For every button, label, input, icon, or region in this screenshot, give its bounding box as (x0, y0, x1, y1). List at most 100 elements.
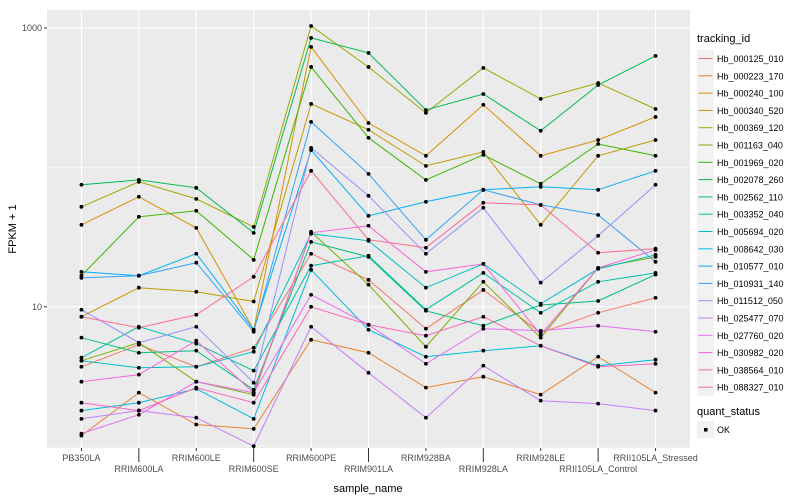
data-point-Hb_002078_260 (136, 177, 141, 182)
data-point-Hb_030982_020 (424, 269, 428, 274)
data-point-Hb_003352_040 (366, 253, 371, 258)
data-point-Hb_000125_010 (366, 277, 371, 282)
legend-label: Hb_003352_040 (717, 210, 784, 220)
data-point-Hb_002078_260 (596, 83, 601, 87)
x-tick-label: RRIM600PE (286, 453, 336, 463)
data-point-Hb_038564_010 (194, 385, 199, 390)
data-point-Hb_088327_010 (79, 314, 84, 319)
data-point-Hb_010577_010 (538, 184, 543, 189)
data-point-Hb_038564_010 (596, 364, 601, 369)
data-point-Hb_000125_010 (424, 326, 428, 331)
data-point-Hb_010931_140 (79, 276, 84, 280)
data-point-Hb_000240_100 (538, 153, 543, 158)
data-point-Hb_000340_520 (596, 153, 601, 158)
data-point-Hb_030982_020 (136, 372, 141, 377)
data-point-Hb_030982_020 (538, 332, 543, 337)
legend-label: Hb_002562_110 (717, 192, 783, 202)
data-point-Hb_000340_520 (309, 102, 313, 106)
data-point-Hb_000240_100 (366, 121, 371, 125)
data-point-Hb_000223_170 (538, 392, 543, 397)
x-axis-title: sample_name (333, 483, 402, 495)
data-point-Hb_001163_040 (481, 279, 486, 284)
data-point-Hb_030982_020 (309, 230, 313, 235)
data-point-Hb_027760_020 (194, 379, 199, 384)
data-point-Hb_008642_030 (653, 357, 658, 362)
data-point-Hb_005694_020 (538, 301, 543, 306)
data-point-Hb_008642_030 (309, 267, 313, 272)
data-point-Hb_002078_260 (251, 230, 256, 235)
data-point-Hb_001969_020 (424, 177, 428, 182)
legend-label: Hb_000125_010 (717, 54, 784, 64)
data-point-Hb_088327_010 (538, 202, 543, 207)
data-point-Hb_038564_010 (481, 314, 486, 319)
data-point-Hb_002078_260 (653, 54, 658, 58)
data-point-Hb_000340_520 (251, 299, 256, 304)
data-point-Hb_005694_020 (79, 358, 84, 363)
legend-label: Hb_010577_010 (717, 262, 784, 272)
data-point-Hb_001969_020 (136, 214, 141, 219)
data-point-Hb_000223_170 (424, 385, 428, 390)
data-point-Hb_002562_110 (79, 335, 84, 340)
data-point-Hb_002078_260 (79, 182, 84, 187)
data-point-Hb_001163_040 (538, 335, 543, 340)
data-point-Hb_003352_040 (538, 310, 543, 315)
legend-label: Hb_025477_070 (717, 314, 784, 324)
y-axis-title: FPKM + 1 (7, 204, 19, 253)
x-tick-label: RRIM928LE (516, 453, 565, 463)
data-point-Hb_010577_010 (194, 251, 199, 256)
data-point-Hb_005694_020 (136, 365, 141, 370)
data-point-Hb_088327_010 (481, 200, 486, 205)
legend-label: Hb_000240_100 (717, 89, 784, 99)
data-point-Hb_010931_140 (653, 259, 658, 264)
data-point-Hb_002562_110 (194, 348, 199, 353)
data-point-Hb_000223_170 (194, 422, 199, 427)
data-point-Hb_025477_070 (194, 415, 199, 420)
data-point-Hb_038564_010 (309, 304, 313, 309)
data-point-Hb_088327_010 (596, 250, 601, 255)
data-point-Hb_000125_010 (481, 288, 486, 292)
data-point-Hb_011512_050 (194, 324, 199, 329)
data-point-Hb_005694_020 (251, 349, 256, 354)
data-point-Hb_010577_010 (79, 269, 84, 274)
data-point-Hb_002562_110 (309, 239, 313, 244)
data-point-Hb_025477_070 (424, 415, 428, 420)
data-point-Hb_010931_140 (366, 171, 371, 176)
data-point-Hb_027760_020 (136, 412, 141, 417)
data-point-Hb_038564_010 (653, 361, 658, 366)
data-point-Hb_000369_120 (366, 65, 371, 69)
data-point-Hb_000340_520 (136, 285, 141, 290)
data-point-Hb_025477_070 (251, 444, 256, 449)
data-point-Hb_001969_020 (653, 153, 658, 158)
data-point-Hb_000340_520 (366, 127, 371, 132)
data-point-Hb_001969_020 (194, 208, 199, 213)
legend-label: Hb_001969_020 (717, 158, 784, 168)
data-point-Hb_002078_260 (194, 185, 199, 190)
data-point-Hb_000340_520 (194, 289, 199, 294)
legend-label: Hb_038564_010 (717, 365, 784, 375)
data-point-Hb_000369_120 (79, 204, 84, 209)
data-point-Hb_002562_110 (596, 299, 601, 303)
legend-label: Hb_008642_030 (717, 244, 784, 254)
y-axis: 10 1000 (22, 23, 47, 312)
data-point-Hb_005694_020 (194, 364, 199, 369)
quant-status-legend: quant_status OK (697, 406, 760, 438)
data-point-Hb_000369_120 (194, 196, 199, 201)
x-axis: PB350LA RRIM600LA RRIM600LE RRIM600SE RRIM60… (62, 448, 698, 474)
data-point-Hb_011512_050 (79, 307, 84, 312)
data-point-Hb_010931_140 (309, 119, 313, 124)
data-point-Hb_038564_010 (251, 400, 256, 405)
data-point-Hb_000369_120 (481, 65, 486, 70)
data-point-Hb_010931_140 (136, 273, 141, 278)
data-point-Hb_000240_100 (481, 102, 486, 107)
data-point-Hb_008642_030 (424, 354, 428, 359)
data-point-Hb_001969_020 (481, 152, 486, 157)
data-point-Hb_000223_170 (366, 350, 371, 355)
data-point-Hb_027760_020 (79, 431, 84, 436)
legend-point-ok-icon (704, 428, 708, 432)
data-point-Hb_088327_010 (309, 168, 313, 173)
legend-label: Hb_005694_020 (717, 227, 784, 237)
data-point-Hb_008642_030 (136, 400, 141, 405)
data-point-Hb_088327_010 (136, 325, 141, 330)
data-point-Hb_011512_050 (653, 182, 658, 187)
